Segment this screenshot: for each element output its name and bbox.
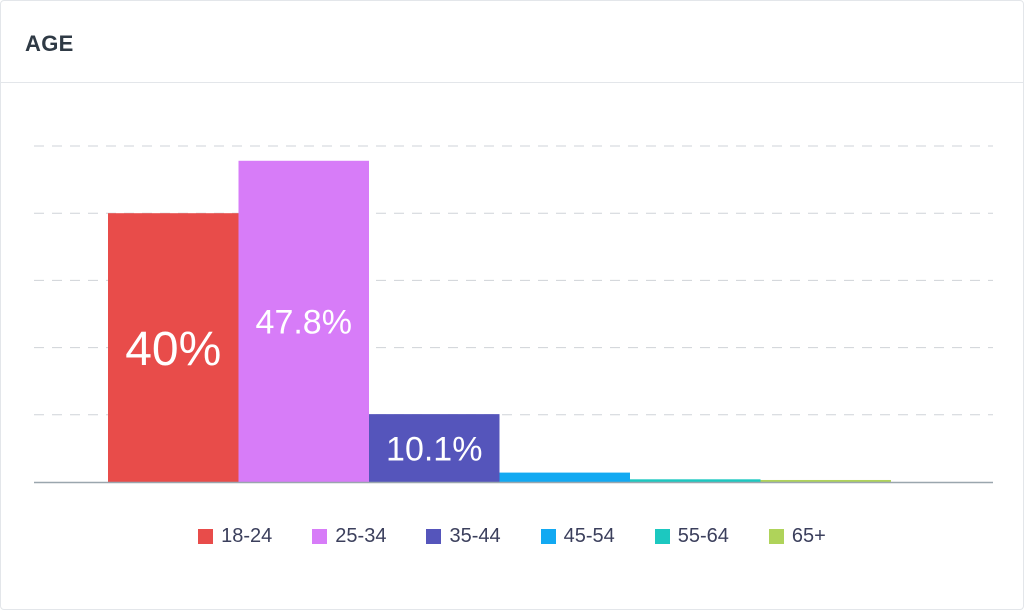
bar-25-34[interactable] [238,160,370,482]
data-label-35-44: 10.1% [386,430,482,468]
legend-item-35-44[interactable]: 35-44 [426,525,501,548]
bar-18-24[interactable] [108,213,239,482]
legend-swatch [312,529,328,544]
legend-label: 25-34 [335,525,387,547]
chart-legend: 18-24 25-34 35-44 45-54 55-64 65+ [1,525,1023,548]
legend-label: 18-24 [221,525,273,547]
legend-item-18-24[interactable]: 18-24 [198,525,272,548]
legend-swatch [198,529,214,544]
legend-label: 65+ [791,525,826,547]
legend-item-55-64[interactable]: 55-64 [654,525,729,548]
legend-item-65+[interactable]: 65+ [768,525,826,548]
legend-swatch [654,529,670,544]
bar-55-64[interactable] [630,479,761,482]
legend-swatch [768,529,784,544]
card-title: AGE [25,31,74,56]
legend-label: 35-44 [449,525,501,547]
bar-35-44[interactable] [369,414,500,482]
legend-swatch [540,529,556,544]
legend-label: 55-64 [677,525,729,547]
bar-45-54[interactable] [499,472,631,482]
legend-item-25-34[interactable]: 25-34 [312,525,386,548]
legend-label: 45-54 [563,525,615,547]
bar-65+[interactable] [760,479,892,482]
legend-swatch [426,529,442,544]
legend-item-45-54[interactable]: 45-54 [540,525,615,548]
data-label-18-24: 40% [125,323,221,376]
data-label-25-34: 47.8% [256,304,352,342]
card-header: AGE [1,1,1023,83]
